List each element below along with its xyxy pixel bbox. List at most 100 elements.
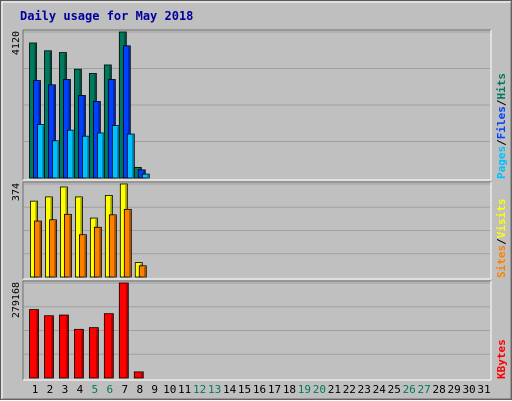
x-tick-label-day-25: 25 [388, 383, 401, 396]
bar-sites-day-5-body [93, 226, 102, 278]
bar-sites-day-6-shade [114, 215, 116, 277]
x-tick-label-day-10: 10 [163, 383, 176, 396]
x-tick-label-day-3: 3 [62, 383, 69, 396]
bar-kbytes-day-2-body [44, 315, 54, 379]
legend-item-hits-files-pages-3: / [495, 99, 508, 106]
bar-pages-day-6 [111, 125, 120, 179]
bar-kbytes-day-1-shade [36, 310, 38, 378]
bar-sites-day-4-shade [84, 235, 86, 277]
x-tick-label-day-26: 26 [403, 383, 416, 396]
bar-files-day-2-body [48, 84, 56, 179]
bar-kbytes-day-1-body [29, 309, 39, 379]
bar-kbytes-day-6 [103, 313, 114, 379]
bar-sites-day-8-body [138, 265, 147, 278]
bar-kbytes-day-5 [88, 327, 99, 379]
bar-sites-day-7-shade [129, 210, 131, 277]
legend-item-hits-files-pages-2: Files [495, 106, 508, 139]
bar-pages-day-7-shade [132, 135, 134, 178]
y-max-label-hits-files-pages: 4120 [11, 31, 22, 55]
y-max-label-kbytes: 279168 [11, 282, 22, 318]
x-tick-label-day-19: 19 [298, 383, 311, 396]
x-tick-label-day-1: 1 [32, 383, 39, 396]
bar-sites-day-2-shade [54, 220, 56, 277]
x-tick-label-day-29: 29 [447, 383, 460, 396]
bar-pages-day-5 [96, 132, 105, 179]
bar-kbytes-day-4 [74, 328, 84, 379]
panel-visits-sites: 374 Sites/Visits [11, 181, 508, 280]
legend-item-kbytes-0: KBytes [495, 339, 508, 379]
x-tick-label-day-11: 11 [178, 383, 191, 396]
bar-sites-day-8 [138, 265, 147, 278]
bar-files-day-7 [122, 45, 131, 179]
bar-sites-day-3-body [64, 213, 72, 278]
x-tick-label-day-9: 9 [151, 383, 158, 396]
bar-pages-day-1-shade [42, 125, 44, 178]
bar-sites-day-3-shade [69, 215, 71, 277]
bar-pages-day-8-body [141, 173, 150, 179]
bar-sites-day-5 [93, 226, 102, 278]
bar-pages-day-7 [126, 133, 135, 179]
bar-kbytes-day-7 [118, 282, 129, 379]
bar-kbytes-day-4-shade [81, 330, 83, 378]
bar-pages-day-2-shade [57, 141, 59, 178]
y-max-label-visits-sites: 374 [11, 183, 22, 201]
bar-sites-day-8-shade [144, 266, 146, 277]
x-tick-label-day-15: 15 [238, 383, 251, 396]
x-tick-label-day-13: 13 [208, 383, 221, 396]
x-tick-label-day-28: 28 [433, 383, 446, 396]
x-tick-label-day-24: 24 [373, 383, 387, 396]
bar-sites-day-3 [64, 213, 72, 278]
x-tick-label-day-21: 21 [328, 383, 341, 396]
bar-kbytes-day-3-shade [66, 316, 68, 378]
bar-kbytes-day-7-body [118, 282, 129, 379]
bar-kbytes-day-3 [59, 314, 69, 379]
bar-kbytes-day-3-body [59, 314, 69, 379]
bar-pages-day-3 [67, 129, 75, 179]
x-tick-label-day-4: 4 [77, 383, 84, 396]
x-tick-label-day-18: 18 [283, 383, 296, 396]
legend-item-hits-files-pages-4: Hits [495, 73, 508, 100]
bar-kbytes-day-6-body [103, 313, 114, 379]
x-tick-label-day-7: 7 [121, 383, 128, 396]
x-tick-label-day-31: 31 [477, 383, 490, 396]
bar-kbytes-day-7-shade [126, 284, 128, 378]
bar-kbytes-day-8 [133, 371, 144, 379]
bar-sites-day-1-shade [39, 222, 41, 277]
bar-files-day-3-shade [68, 80, 70, 178]
x-tick-label-day-20: 20 [313, 383, 326, 396]
bar-kbytes-day-2-shade [51, 316, 53, 378]
legend-visits-sites: Sites/Visits [495, 199, 508, 279]
bar-files-day-3 [63, 79, 71, 179]
panel-kbytes: 279168 KBytes [11, 280, 508, 381]
bar-sites-day-1-body [34, 220, 42, 278]
bar-sites-day-1 [34, 220, 42, 278]
legend-item-hits-files-pages-0: Pages [495, 146, 508, 179]
bar-kbytes-day-4-body [74, 328, 84, 379]
x-tick-label-day-16: 16 [253, 383, 266, 396]
bar-pages-day-1 [37, 124, 45, 179]
bar-pages-day-7-body [126, 133, 135, 179]
x-tick-label-day-30: 30 [462, 383, 475, 396]
bar-pages-day-8-shade [147, 175, 149, 178]
bar-kbytes-day-5-body [88, 327, 99, 379]
legend-kbytes: KBytes [495, 339, 508, 379]
x-tick-label-day-12: 12 [193, 383, 206, 396]
bar-pages-day-4 [82, 135, 90, 179]
bar-files-day-2 [48, 84, 56, 179]
bar-files-day-7-shade [128, 46, 130, 178]
x-tick-label-day-22: 22 [343, 383, 356, 396]
bar-sites-day-7-body [123, 208, 132, 278]
chart-title: Daily usage for May 2018 [20, 9, 193, 23]
x-tick-label-day-5: 5 [92, 383, 99, 396]
bar-kbytes-day-6-shade [111, 314, 113, 378]
bar-sites-day-2-body [49, 219, 57, 278]
legend-item-visits-sites-1: / [495, 238, 508, 245]
x-tick-label-day-23: 23 [358, 383, 371, 396]
x-tick-label-day-17: 17 [268, 383, 281, 396]
bar-sites-day-7 [123, 208, 132, 278]
x-tick-label-day-2: 2 [47, 383, 54, 396]
bar-kbytes-day-2 [44, 315, 54, 379]
bar-files-day-3-body [63, 79, 71, 179]
